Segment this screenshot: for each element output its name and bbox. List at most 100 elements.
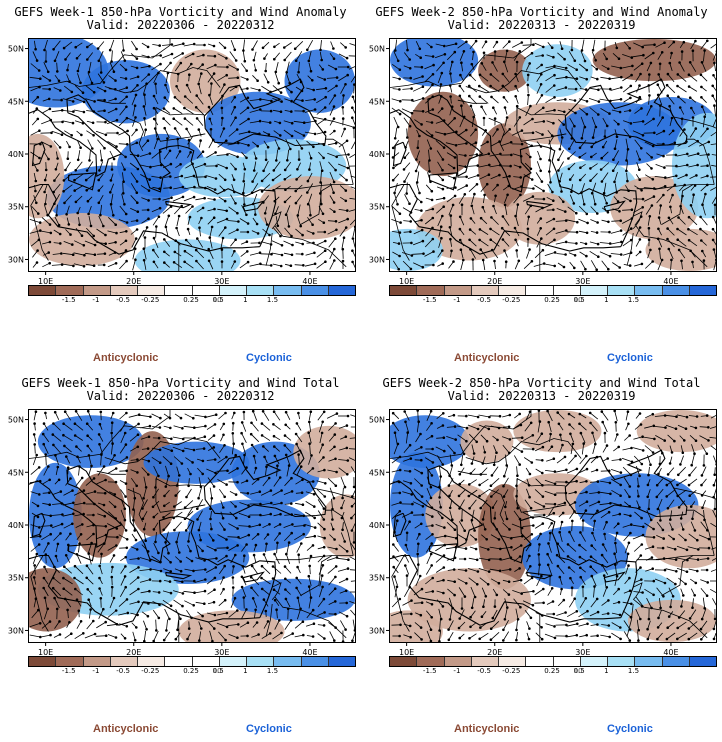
colorbar-tick-label: 1 [243, 667, 248, 675]
cyclonic-anomaly-region [390, 228, 443, 271]
colorbar-labels: -1.5 -1 -0.5 -0.25 0.25 0.5 1 1.5 10 [28, 667, 354, 677]
colorbar-tick-label: -1.5 [422, 667, 437, 675]
coastline [242, 200, 265, 212]
country-border [626, 603, 634, 637]
cyclonic-label: Cyclonic [607, 723, 653, 735]
anticyclonic-label: Anticyclonic [454, 723, 520, 735]
colorbar-swatch [138, 657, 166, 666]
country-border [488, 488, 505, 522]
colorbar-tick-label: 0.25 [183, 296, 199, 304]
colorbar-swatch [247, 657, 275, 666]
country-border [686, 509, 715, 556]
coastline [29, 183, 260, 255]
colorbar-tick-label: -1.5 [422, 296, 437, 304]
country-border [29, 410, 171, 459]
cyclonic-anomaly-region [390, 452, 443, 558]
colorbar-labels: -1.5 -1 -0.5 -0.25 0.25 0.5 1 1.5 10 [389, 296, 715, 306]
country-border [104, 67, 221, 94]
country-border [390, 39, 532, 88]
anticyclonic-anomaly-region [627, 599, 716, 642]
colorbar-swatch [580, 657, 608, 666]
colorbar-center-label: 10 [573, 667, 583, 675]
colorbar-tick-label: -1 [453, 667, 461, 675]
country-border [548, 133, 567, 145]
cyclonic-anomaly-region [205, 91, 311, 155]
lat-tick-label: 40N [369, 521, 385, 530]
colorbar-swatch [328, 657, 355, 666]
wind-vectors [391, 39, 716, 271]
colorbar-swatch [247, 286, 275, 295]
anticyclonic-anomaly-region [513, 410, 602, 453]
colorbar-swatch [417, 657, 445, 666]
anticyclonic-anomaly-region [407, 568, 531, 632]
colorbar [28, 285, 356, 296]
colorbar-swatch [471, 286, 499, 295]
coastline [29, 480, 123, 548]
anticyclonic-anomaly-region [425, 483, 496, 548]
colorbar-tick-label: 1 [243, 296, 248, 304]
lat-tick-label: 35N [8, 203, 24, 212]
country-border [516, 107, 566, 116]
colorbar-tick-label: 1.5 [266, 296, 279, 304]
country-border [686, 138, 715, 185]
country-border [636, 184, 715, 190]
colorbar-swatch [526, 286, 554, 295]
colorbar-center-label: 10 [573, 296, 583, 304]
panel-title: GEFS Week-1 850-hPa Vorticity and Wind T… [21, 376, 340, 390]
colorbar-tick-label: -0.25 [141, 667, 160, 675]
country-border [187, 504, 206, 516]
country-border [325, 138, 354, 185]
lon-tick-label: 10E [399, 277, 414, 286]
country-border [632, 582, 643, 601]
colorbar-tick-label: 1.5 [627, 296, 640, 304]
colorbar-tick-label: 0.5 [212, 667, 224, 675]
cyclonic-label: Cyclonic [246, 723, 292, 735]
country-border [312, 116, 355, 129]
colorbar-swatch [689, 657, 716, 666]
map-canvas [390, 410, 716, 642]
colorbar-swatch [553, 657, 581, 666]
coastline [548, 518, 638, 618]
colorbar-swatch [29, 657, 57, 666]
cyclonic-anomaly-region [134, 239, 241, 271]
lon-tick-label: 20E [126, 648, 141, 657]
panel-valid-dates: Valid: 20220313 - 20220319 [447, 389, 636, 403]
panel-week2-total: GEFS Week-2 850-hPa Vorticity and Wind T… [361, 371, 722, 742]
colorbar-swatch [192, 657, 220, 666]
cyclonic-anomaly-region [37, 415, 144, 468]
colorbar-tick-label: 0.25 [183, 667, 199, 675]
colorbar-tick-label: 0.5 [573, 296, 585, 304]
colorbar-swatch [526, 657, 554, 666]
coastline [564, 78, 688, 147]
lat-tick-label: 40N [8, 150, 24, 159]
colorbar-tick-label: 1.5 [266, 667, 279, 675]
colorbar-swatch [689, 286, 716, 295]
vorticity-map [389, 409, 717, 643]
colorbar-swatch [635, 657, 663, 666]
colorbar-center-label: 10 [212, 296, 222, 304]
panel-title: GEFS Week-2 850-hPa Vorticity and Wind T… [382, 376, 701, 390]
colorbar-tick-label: 0.25 [544, 667, 560, 675]
cyclonic-anomaly-region [81, 60, 170, 124]
lat-tick-label: 50N [369, 416, 385, 425]
country-border [391, 184, 410, 261]
country-border [465, 67, 582, 94]
cyclonic-label: Cyclonic [246, 352, 292, 364]
colorbar-swatch [83, 286, 111, 295]
lat-tick-label: 45N [369, 97, 385, 106]
coastline [390, 183, 621, 255]
colorbar-swatch [110, 657, 138, 666]
coastline [390, 554, 621, 626]
panel-title: GEFS Week-1 850-hPa Vorticity and Wind A… [14, 5, 347, 19]
lat-tick-label: 45N [8, 468, 24, 477]
country-border [265, 603, 273, 637]
map-canvas [390, 39, 716, 271]
colorbar-tick-label: -1 [92, 296, 100, 304]
vorticity-map [28, 409, 356, 643]
colorbar-swatch [390, 657, 418, 666]
colorbar-swatch [608, 286, 636, 295]
colorbar-tick-label: 1 [604, 296, 609, 304]
colorbar-labels: -1.5 -1 -0.5 -0.25 0.25 0.5 1 1.5 10 [28, 296, 354, 306]
colorbar-swatch [328, 286, 355, 295]
colorbar-tick-label: -1 [453, 296, 461, 304]
